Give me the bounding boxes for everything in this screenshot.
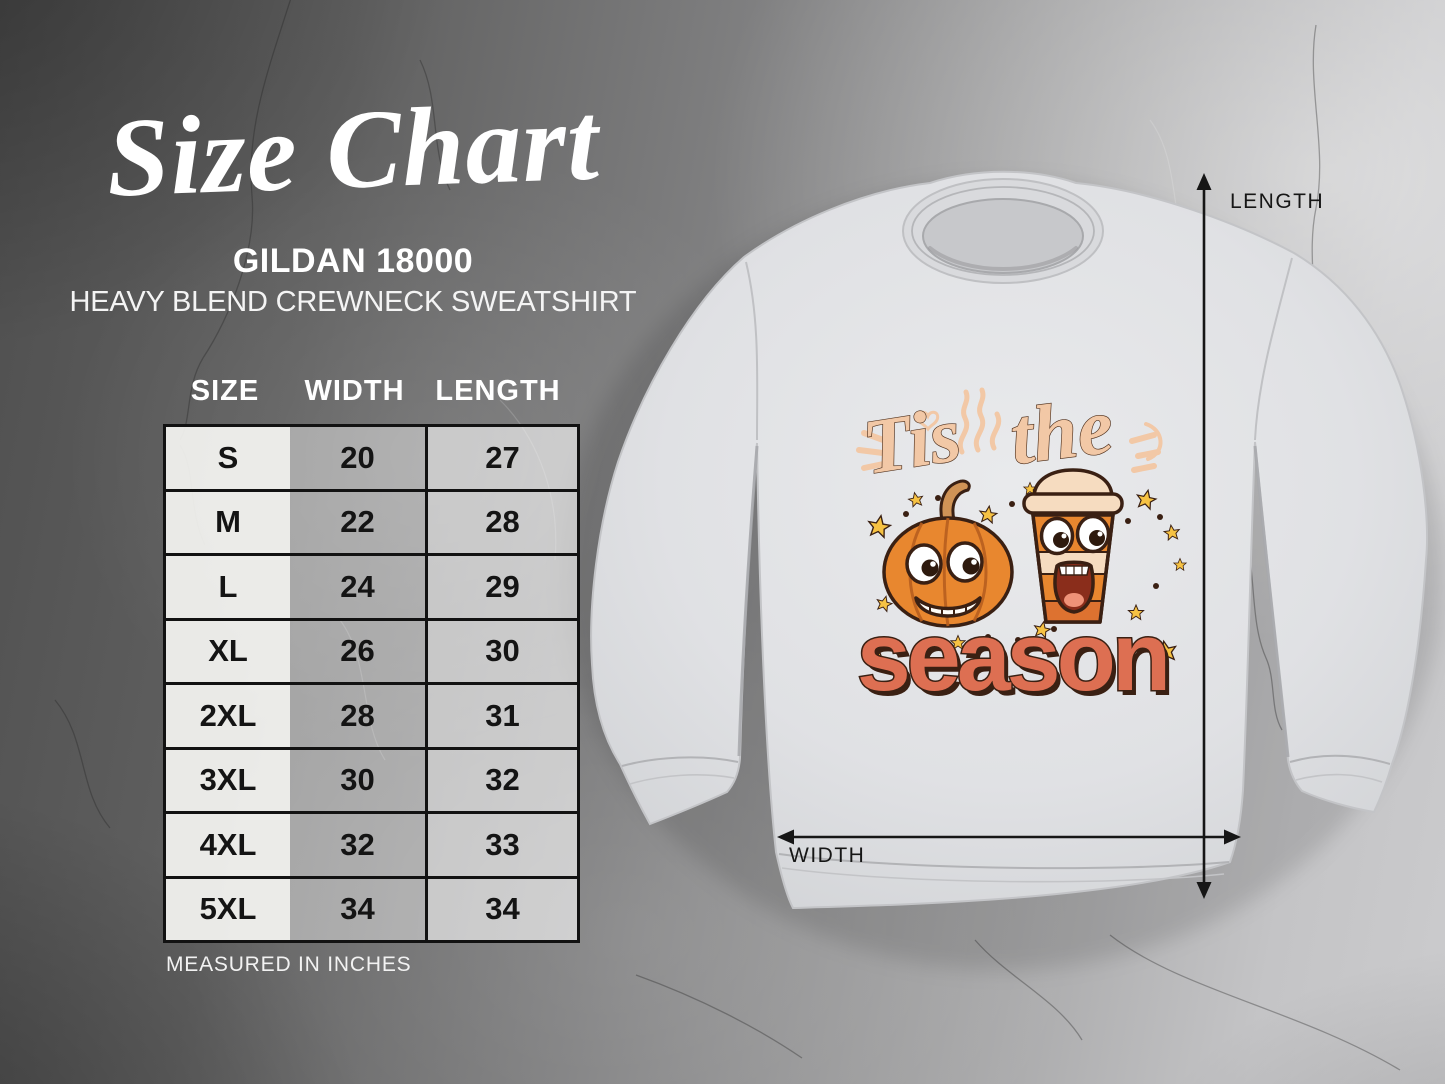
size-cell: 5XL [166,878,290,940]
size-cell: S [166,427,290,489]
length-cell: 34 [425,878,577,940]
size-cell: XL [166,620,290,682]
width-cell: 34 [290,878,425,940]
size-cell: L [166,556,290,618]
design-word-tis: Tis [857,390,966,491]
table-row: 4XL 32 33 [166,811,577,876]
width-cell: 32 [290,814,425,876]
size-table-header: SIZE WIDTH LENGTH [163,372,580,410]
season-wordmark: season season [855,601,1175,717]
sweatshirt [590,170,1428,910]
size-cell: 3XL [166,749,290,811]
length-cell: 32 [425,749,577,811]
length-cell: 31 [425,685,577,747]
length-cell: 27 [425,427,577,489]
length-label: LENGTH [1230,190,1324,213]
width-cell: 30 [290,749,425,811]
svg-text:season: season [861,607,1171,716]
table-row: 5XL 34 34 [166,875,577,940]
design-word-the: the [1005,382,1117,482]
length-cell: 33 [425,814,577,876]
column-header-width: WIDTH [304,374,405,407]
column-header-length: LENGTH [435,374,561,407]
size-cell: M [166,491,290,553]
table-row: L 24 29 [166,553,577,618]
tis-the-season-design: Tis the [855,381,1187,717]
size-table: S 20 27 M 22 28 L 24 29 XL 26 30 2XL 28 … [163,424,580,943]
size-cell: 4XL [166,814,290,876]
product-name: HEAVY BLEND CREWNECK SWEATSHIRT [69,286,637,318]
table-row: 2XL 28 31 [166,682,577,747]
units-note: MEASURED IN INCHES [166,953,412,976]
width-label: WIDTH [789,844,865,867]
seam-lines [621,257,1391,883]
length-arrow [1196,173,1212,899]
svg-text:season: season [857,602,1167,711]
column-header-size: SIZE [190,374,260,407]
size-chart-panel: Size Chart GILDAN 18000 HEAVY BLEND CREW… [0,0,720,1084]
width-cell: 22 [290,491,425,553]
coffee-cup-character [1022,468,1124,624]
table-row: 3XL 30 32 [166,746,577,811]
pumpkin-character [882,479,1014,628]
table-row: S 20 27 [166,427,577,489]
collar [902,178,1104,284]
table-row: M 22 28 [166,488,577,553]
page-title: Size Chart [104,79,602,221]
design-accents [856,387,1163,473]
width-cell: 26 [290,620,425,682]
length-cell: 28 [425,491,577,553]
length-cell: 30 [425,620,577,682]
heart-icon [916,410,940,432]
width-arrow [777,829,1241,845]
pumpkin-mouth [914,596,982,618]
width-cell: 28 [290,685,425,747]
size-cell: 2XL [166,685,290,747]
length-cell: 29 [425,556,577,618]
width-cell: 20 [290,427,425,489]
table-row: XL 26 30 [166,617,577,682]
width-cell: 24 [290,556,425,618]
product-code: GILDAN 18000 [232,242,474,280]
